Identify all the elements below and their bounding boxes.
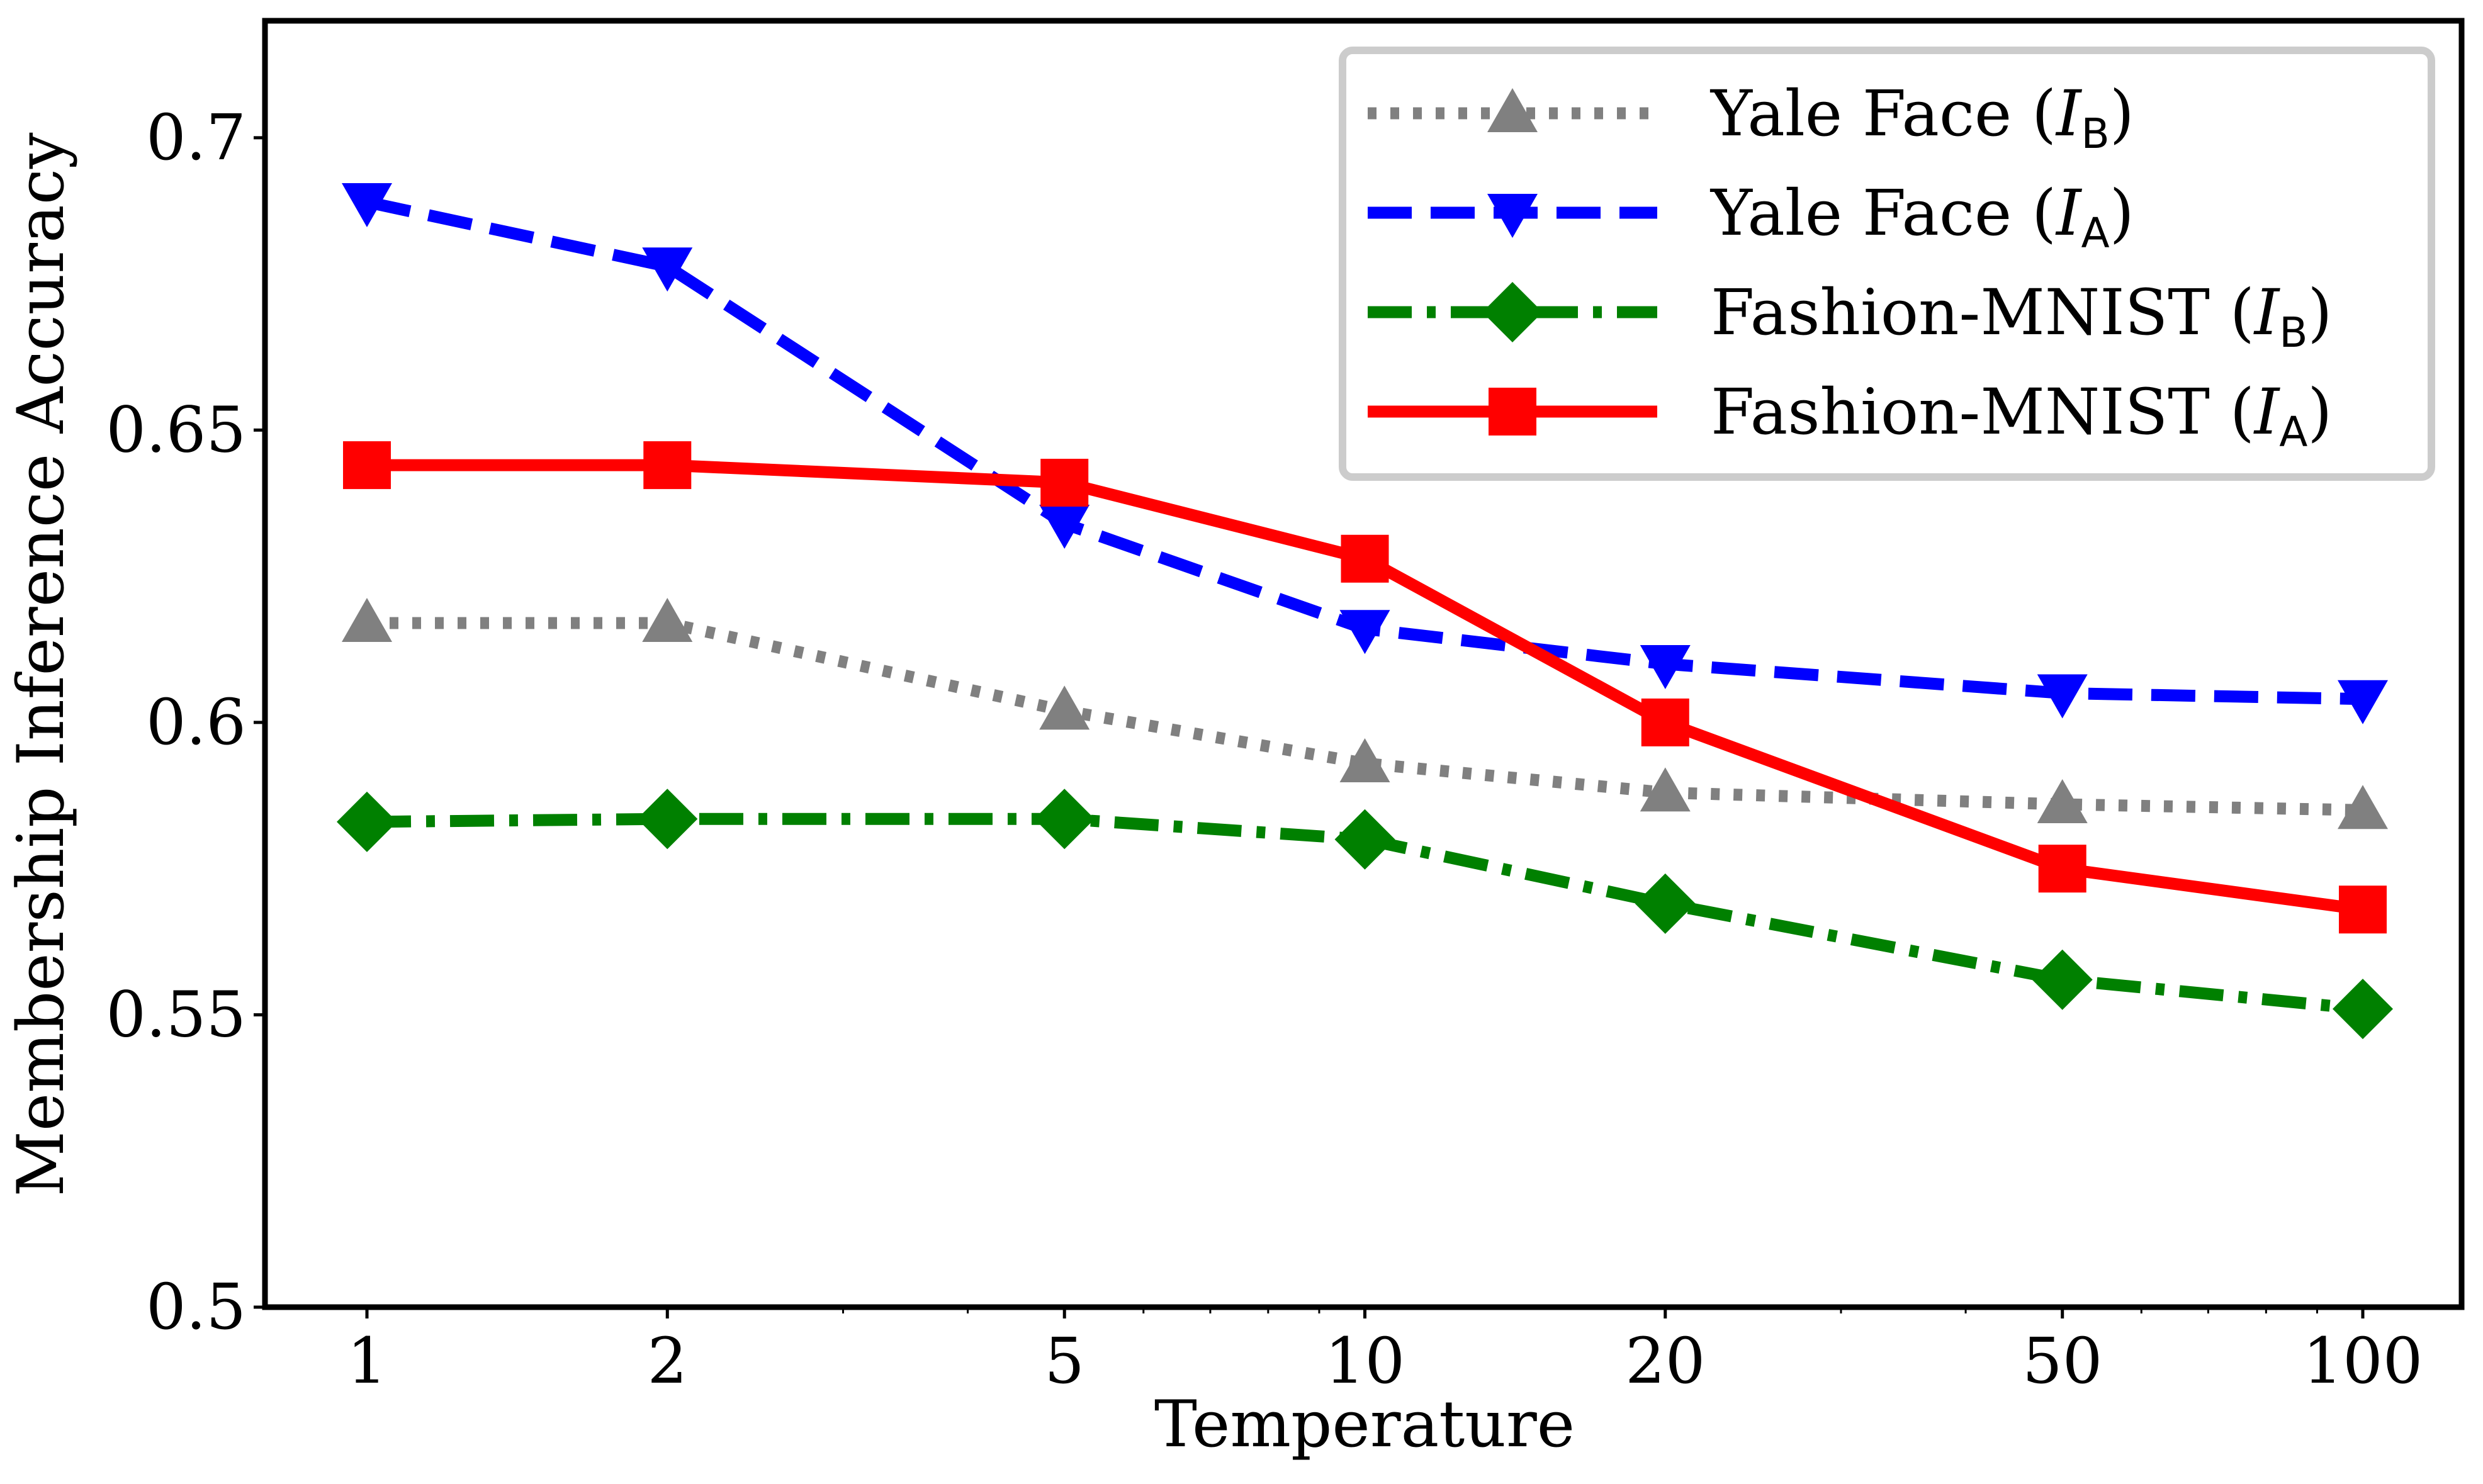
axes: 0.5 0.55 0.6 0.65 0.7 1 2 5 10 20 50 100 <box>106 18 2465 1398</box>
data-point-series-0-6 <box>2338 785 2388 829</box>
data-point-series-1-2 <box>1039 505 1090 549</box>
data-point-series-1-3 <box>1339 610 1390 655</box>
data-point-series-0-3 <box>1339 738 1390 782</box>
data-point-series-1-6 <box>2338 680 2388 724</box>
x-tick-label-6: 100 <box>2303 1324 2423 1398</box>
data-point-series-2-5 <box>2032 949 2093 1010</box>
data-point-series-0-4 <box>1640 767 1691 812</box>
data-point-series-2-0 <box>337 791 397 852</box>
data-point-series-3-1 <box>643 441 692 490</box>
y-axis-label: Membership Inference Accuracy <box>4 132 79 1196</box>
legend-marker-3 <box>1489 388 1536 436</box>
data-point-series-0-1 <box>642 597 693 642</box>
data-point-series-2-4 <box>1635 873 1696 934</box>
legend-marker-2 <box>1482 282 1543 342</box>
data-point-series-3-3 <box>1341 534 1389 583</box>
legend-box <box>1339 47 2435 481</box>
y-tick-label-3: 0.65 <box>106 393 246 466</box>
x-tick-label-3: 10 <box>1325 1324 1405 1398</box>
legend-label-1: Yale Face (IA) <box>1709 176 2134 257</box>
data-point-series-3-6 <box>2339 885 2387 934</box>
x-tick-label-1: 2 <box>647 1324 687 1398</box>
y-tick-label-2: 0.6 <box>146 685 246 759</box>
data-point-series-0-5 <box>2037 779 2088 823</box>
legend-label-2: Fashion-MNIST (IB) <box>1711 276 2333 357</box>
data-point-series-3-2 <box>1040 458 1089 507</box>
data-point-series-2-3 <box>1334 809 1395 870</box>
data-point-series-0-0 <box>342 597 392 642</box>
legend-marker-1 <box>1487 194 1538 238</box>
x-tick-label-5: 50 <box>2022 1324 2102 1398</box>
data-point-series-2-6 <box>2333 979 2393 1040</box>
x-axis-label: Temperature <box>1154 1387 1575 1462</box>
y-tick-label-1: 0.55 <box>106 977 246 1051</box>
data-point-series-3-0 <box>343 441 391 490</box>
data-point-series-2-1 <box>637 789 698 850</box>
legend-label-0: Yale Face (IB) <box>1709 77 2134 158</box>
legend: Yale Face (IB) Yale Face (IA) Fashion-MNIS… <box>1339 47 2435 481</box>
x-tick-label-4: 20 <box>1625 1324 1705 1398</box>
data-point-series-1-5 <box>2037 674 2088 719</box>
legend-label-3: Fashion-MNIST (IA) <box>1711 375 2332 456</box>
data-point-series-3-4 <box>1641 698 1689 746</box>
x-tick-label-0: 1 <box>347 1324 387 1398</box>
data-point-series-2-2 <box>1034 789 1095 850</box>
y-tick-label-4: 0.7 <box>146 101 246 174</box>
x-tick-label-2: 5 <box>1044 1324 1084 1398</box>
legend-marker-0 <box>1487 88 1538 132</box>
y-tick-label-0: 0.5 <box>146 1270 246 1344</box>
data-point-series-1-4 <box>1640 645 1691 689</box>
plot-area <box>337 183 2393 1040</box>
data-point-series-3-5 <box>2038 845 2086 893</box>
data-point-series-1-1 <box>642 247 693 292</box>
data-point-series-1-0 <box>342 183 392 228</box>
data-point-series-0-2 <box>1039 685 1090 730</box>
